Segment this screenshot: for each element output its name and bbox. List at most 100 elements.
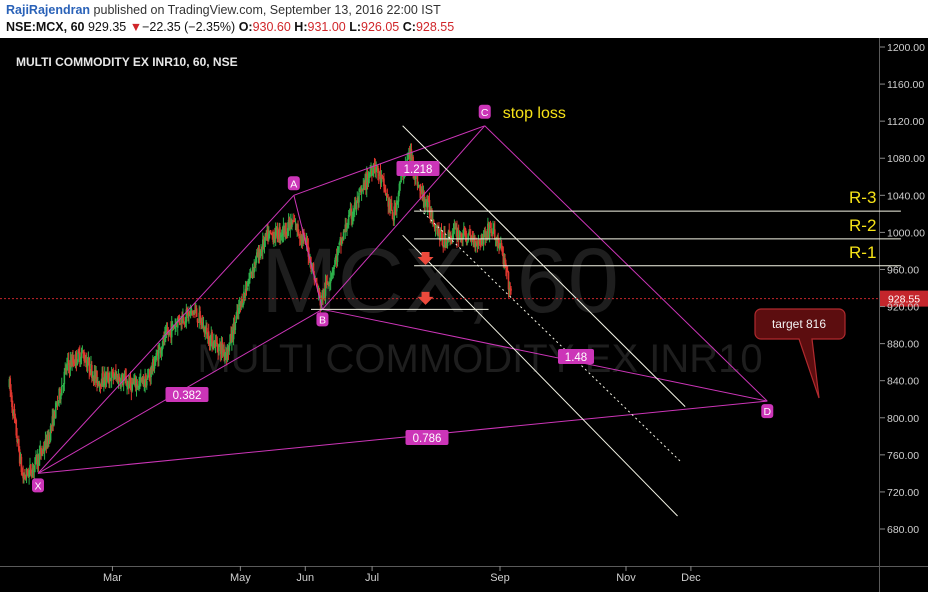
candle-body (305, 240, 308, 244)
candle-body (377, 165, 379, 173)
time-axis[interactable] (0, 566, 880, 592)
candle-body (102, 371, 104, 384)
candle-body (196, 318, 199, 323)
candle-body (409, 149, 412, 159)
y-tick-label: 1120.00 (887, 116, 924, 128)
candle-body (477, 239, 480, 245)
candle-body (95, 371, 97, 378)
candle-body (226, 347, 229, 361)
watermark-name: MULTI COMMODITY EX INR10 (197, 337, 762, 381)
candle-body (199, 311, 201, 318)
candle-body (427, 198, 430, 202)
low-value: 926.05 (361, 20, 400, 34)
candle-body (286, 234, 288, 236)
candle-body (484, 230, 487, 238)
y-tick-label: 1200.00 (887, 42, 925, 54)
candle-body (500, 243, 503, 250)
candle-body (79, 352, 81, 362)
candle-body (509, 287, 512, 291)
plot-area[interactable] (0, 38, 880, 566)
candle-body (487, 225, 490, 237)
candle-body (170, 329, 172, 338)
candle-body (160, 349, 163, 355)
candle-body (312, 263, 315, 274)
candle-body (232, 322, 235, 340)
candle-body (345, 224, 347, 230)
candle-body (182, 317, 185, 322)
candle-body (462, 237, 464, 239)
candle-body (358, 192, 360, 203)
candle-body (442, 245, 445, 248)
candle-body (255, 256, 257, 265)
candle-body (71, 357, 73, 365)
candle-body (332, 270, 335, 274)
candle-body (166, 329, 169, 334)
ratio-badge (165, 387, 209, 402)
candle-body (213, 342, 216, 348)
candle-body (140, 377, 142, 382)
candle-body (283, 226, 286, 234)
candle-body (502, 253, 505, 265)
candle-body (41, 452, 43, 454)
candle-body (425, 201, 427, 203)
candle-body (214, 340, 217, 347)
candle-body (411, 157, 414, 160)
low-label: L: (349, 20, 362, 34)
candle-body (222, 349, 225, 351)
candle-body (134, 378, 137, 388)
candle-body (194, 309, 197, 311)
candle-body (475, 242, 478, 244)
candle-body (490, 228, 493, 233)
candle-body (139, 380, 141, 382)
candle-body (399, 183, 402, 185)
candle-body (383, 178, 385, 187)
candle-body (158, 348, 160, 360)
pattern-point-label: A (290, 178, 297, 190)
candle-body (416, 172, 419, 186)
candle-body (406, 159, 408, 162)
candle-body (440, 230, 443, 232)
x-tick-label: Nov (616, 572, 636, 584)
x-tick-label: Dec (681, 572, 701, 584)
candle-body (353, 202, 356, 212)
candle-body (380, 176, 383, 184)
candle-body (464, 228, 467, 237)
candle-body (499, 243, 502, 247)
chart-container[interactable]: MCX, 60 MULTI COMMODITY EX INR10 R-3 R-2 R… (0, 38, 928, 592)
candle-body (347, 214, 350, 225)
candle-body (365, 173, 368, 190)
candle-body (21, 472, 24, 475)
candle-body (18, 449, 21, 464)
candle-body (217, 345, 219, 353)
candle-body (384, 189, 387, 195)
author-link[interactable]: RajiRajendran (6, 3, 91, 17)
candle-body (450, 235, 453, 241)
candle-body (387, 197, 390, 207)
candle-body (277, 237, 280, 240)
candle-body (76, 362, 79, 366)
candle-body (251, 270, 254, 275)
candle-body (233, 322, 236, 329)
candle-body (451, 233, 454, 240)
candle-body (239, 304, 242, 306)
candle-body (340, 237, 342, 246)
candle-body (295, 223, 298, 231)
candle-body (253, 262, 256, 273)
candle-body (99, 383, 102, 387)
candle-body (103, 373, 106, 385)
candle-body (91, 365, 93, 378)
candle-body (96, 370, 98, 386)
candle-body (110, 372, 113, 381)
candle-body (165, 329, 168, 333)
candle-body (454, 228, 457, 230)
candle-body (145, 374, 147, 388)
candle-body (188, 310, 191, 314)
price-chart[interactable]: MCX, 60 MULTI COMMODITY EX INR10 R-3R-2R… (0, 38, 928, 592)
candle-body (241, 299, 243, 307)
candle-body (392, 218, 395, 221)
candle-body (495, 239, 498, 242)
candle-body (46, 435, 48, 448)
candle-body (304, 235, 306, 237)
ratio-label: 0.786 (413, 433, 442, 445)
candle-body (445, 243, 448, 245)
